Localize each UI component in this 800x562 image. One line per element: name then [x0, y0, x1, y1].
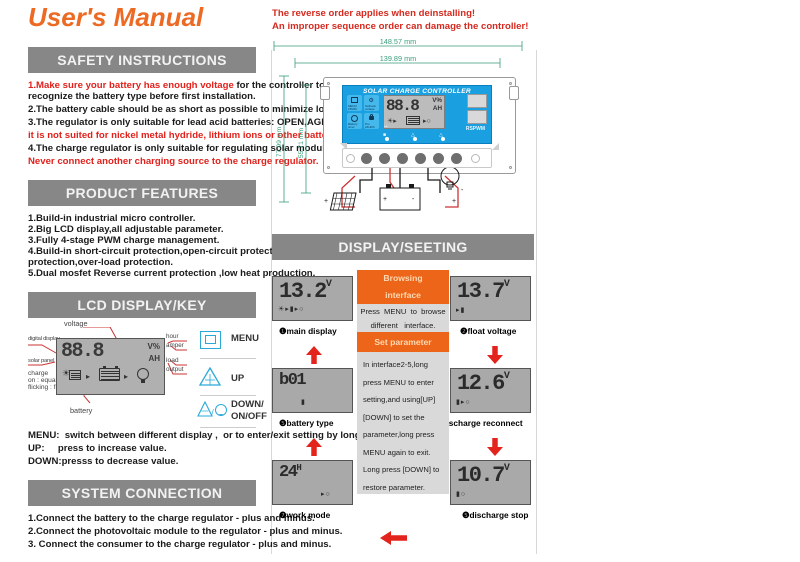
svg-text:-: - [461, 187, 464, 194]
svg-text:139.89 mm: 139.89 mm [380, 54, 417, 63]
svg-text:55.71 mm: 55.71 mm [298, 128, 305, 159]
svg-text:+: + [324, 198, 328, 205]
svg-text:/: / [212, 408, 215, 417]
svg-text:148.57 mm: 148.57 mm [380, 38, 417, 46]
svg-text:77.99 mm: 77.99 mm [276, 127, 283, 158]
svg-text:+: + [383, 196, 387, 203]
svg-text:+: + [452, 198, 456, 205]
svg-text:-: - [412, 196, 415, 203]
